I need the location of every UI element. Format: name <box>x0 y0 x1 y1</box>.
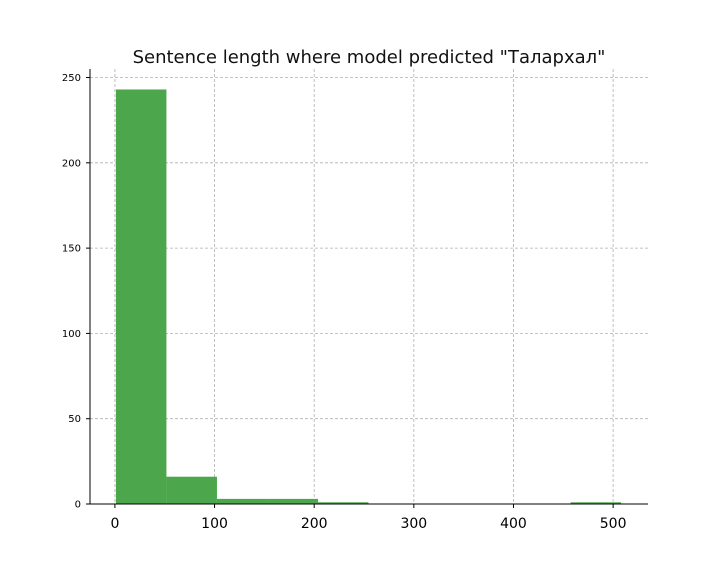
x-axis-ticks: 0 100 200 300 400 500 <box>110 504 626 532</box>
axes <box>89 69 648 505</box>
x-tick-label: 0 <box>110 516 119 532</box>
x-tick-label: 100 <box>201 516 228 532</box>
y-tick-label: 150 <box>62 244 81 255</box>
histogram-bars <box>115 89 622 505</box>
histogram-bar <box>216 498 268 504</box>
y-tick-label: 200 <box>62 158 81 169</box>
chart-title: Sentence length where model predicted "Т… <box>133 47 606 68</box>
histogram-bar <box>166 476 217 504</box>
y-tick-label: 50 <box>68 414 81 425</box>
histogram-bar <box>267 498 318 504</box>
histogram-bar <box>317 502 369 504</box>
x-tick-label: 400 <box>500 516 527 532</box>
x-tick-label: 500 <box>600 516 627 532</box>
y-tick-label: 100 <box>62 329 81 340</box>
y-axis-ticks: 0 50 100 150 200 250 <box>62 73 90 511</box>
y-tick-label: 250 <box>62 73 81 84</box>
x-tick-label: 200 <box>301 516 328 532</box>
histogram-bar <box>570 502 622 504</box>
y-tick-label: 0 <box>75 500 81 511</box>
x-tick-label: 300 <box>400 516 427 532</box>
histogram-bar <box>115 89 167 505</box>
grid-lines <box>90 69 648 505</box>
